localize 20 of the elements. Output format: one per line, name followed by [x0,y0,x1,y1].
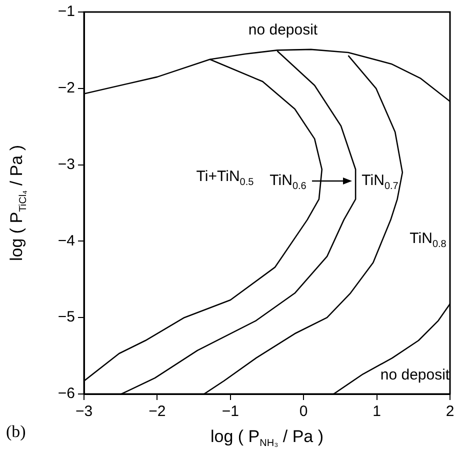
y-tick-label: −5 [58,308,75,326]
x-tick-label: −1 [222,403,239,420]
x-tick-label: 0 [299,403,308,420]
x-tick-label: 1 [372,403,381,420]
y-tick-label: −4 [58,232,75,250]
x-axis-title: log ( P$_{NH₃}$ / Pa ) [210,426,324,450]
annotation: no deposit [248,22,318,38]
annotation: Ti+TiN$_{0.5}$ [196,168,254,188]
annotation: TiN$_{0.7}$ [362,172,398,192]
x-tick-label: −3 [75,403,93,420]
x-tick-label: 2 [446,403,454,420]
x-tick-label: −2 [148,403,166,420]
annotation: TiN$_{0.8}$ [410,230,446,250]
y-tick-label: −3 [58,156,75,173]
annotation: no deposit [380,366,450,384]
annotation: TiN$_{0.6}$ [270,172,306,192]
y-tick-label: −1 [58,3,75,20]
y-tick-label: −2 [58,80,75,97]
text: (b) [6,422,26,442]
y-tick-label: −6 [58,385,75,402]
